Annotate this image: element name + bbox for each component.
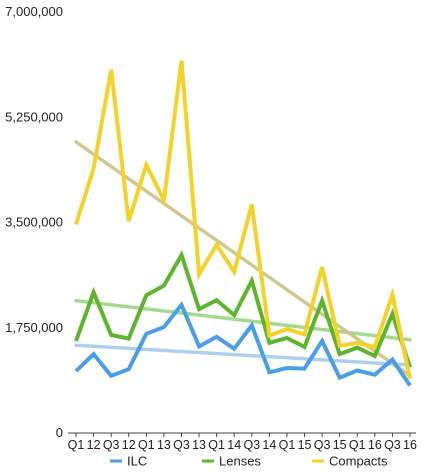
x-tick-label: 13 [192, 438, 206, 452]
legend-label-ilc: ILC [127, 454, 147, 469]
series-line-lenses [74, 250, 412, 369]
x-tick-label: Q1 [349, 438, 366, 452]
y-tick-label: 0 [56, 425, 63, 440]
y-axis-tick-labels: 0 1,750,000 3,500,000 5,250,000 7,000,000 [5, 4, 63, 440]
y-tick-label: 7,000,000 [5, 4, 63, 19]
trend-line-compacts [74, 140, 412, 378]
legend: ILC Lenses Compacts [110, 454, 388, 469]
x-tick-label: 16 [403, 438, 417, 452]
trend-lines [74, 140, 412, 378]
series-line-compacts [74, 60, 412, 380]
x-tick-label: 16 [368, 438, 382, 452]
x-axis-tick-labels: Q1 12 Q3 12 Q1 13 Q3 13 Q1 14 Q3 14 Q1 15 Q3 15 Q1 16 Q3 16 [68, 438, 417, 452]
x-tick-label: Q1 [208, 438, 225, 452]
series-line-ilc [74, 301, 412, 387]
x-tick-label: Q3 [173, 438, 190, 452]
x-axis-ticks [75, 433, 411, 437]
x-tick-label: Q3 [384, 438, 401, 452]
y-tick-label: 3,500,000 [5, 215, 63, 230]
x-tick-label: Q3 [103, 438, 120, 452]
x-tick-label: Q1 [68, 438, 85, 452]
legend-label-lenses: Lenses [219, 454, 261, 469]
trend-line-lenses [74, 298, 412, 342]
legend-label-compacts: Compacts [329, 454, 388, 469]
x-tick-label: Q1 [138, 438, 155, 452]
x-tick-label: 13 [157, 438, 171, 452]
x-tick-label: 15 [298, 438, 312, 452]
x-tick-label: Q3 [314, 438, 331, 452]
x-tick-label: 14 [227, 438, 241, 452]
x-tick-label: 12 [122, 438, 136, 452]
trend-line-ilc [74, 343, 412, 367]
y-tick-label: 5,250,000 [5, 109, 63, 124]
y-tick-label: 1,750,000 [5, 320, 63, 335]
x-tick-label: 14 [262, 438, 276, 452]
x-tick-label: 15 [333, 438, 347, 452]
x-tick-label: Q3 [243, 438, 260, 452]
x-tick-label: Q1 [279, 438, 296, 452]
x-tick-label: 12 [87, 438, 101, 452]
series-lines [74, 60, 412, 387]
